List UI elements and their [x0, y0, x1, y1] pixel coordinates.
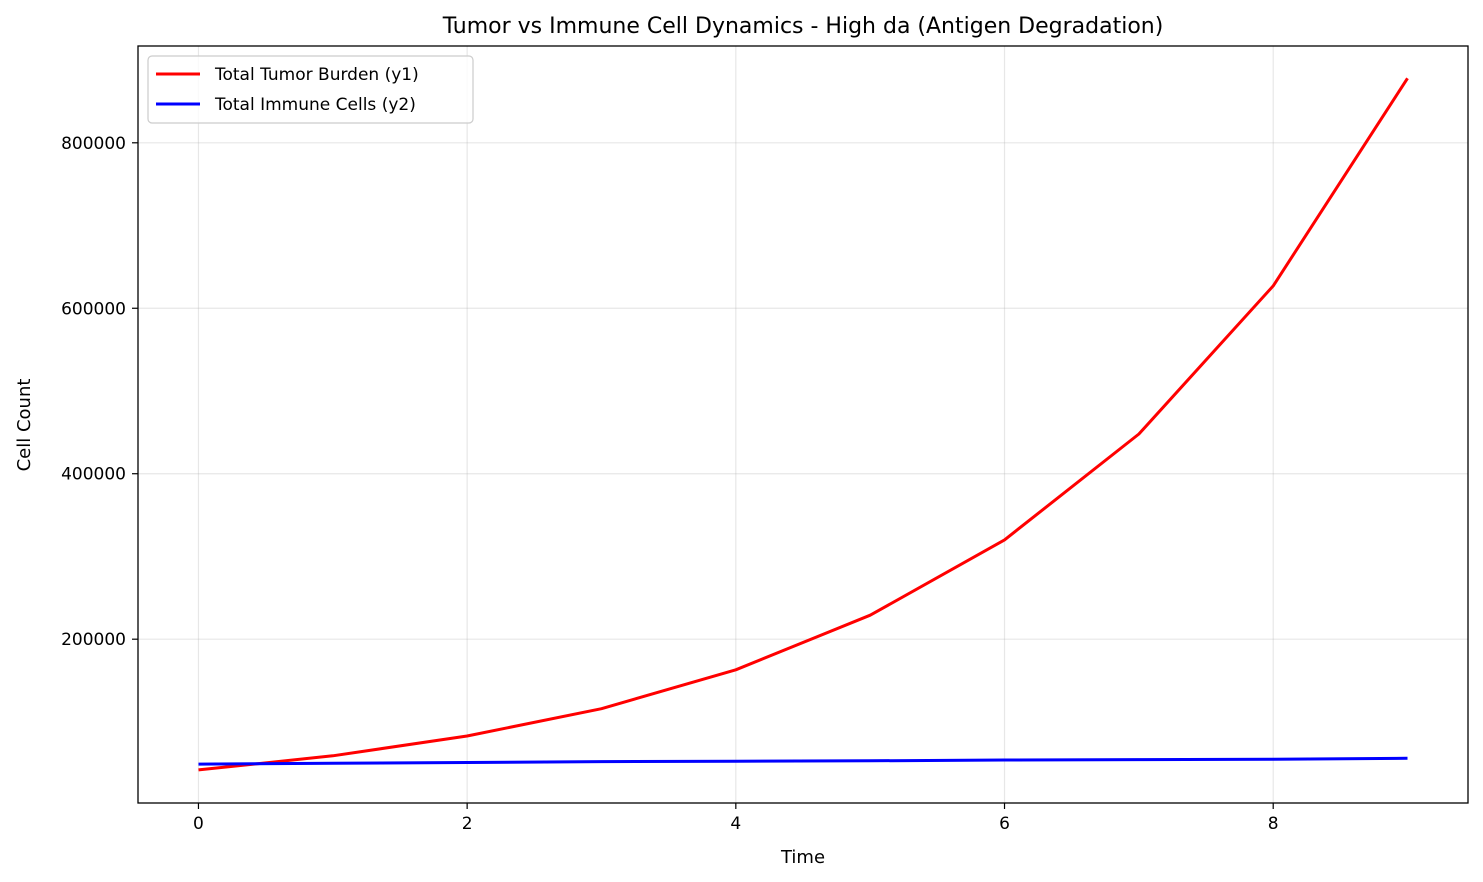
x-tick-label: 2 — [462, 814, 473, 834]
y-tick-label: 600000 — [61, 299, 126, 319]
series-layer — [198, 77, 1409, 772]
x-tick-label: 6 — [999, 814, 1010, 834]
plot-area-frame — [137, 45, 1469, 804]
legend-label-immune: Total Immune Cells (y2) — [214, 95, 416, 115]
chart-title: Tumor vs Immune Cell Dynamics - High da … — [442, 14, 1164, 39]
y-tick-label: 800000 — [61, 134, 126, 154]
grid-layer — [138, 46, 1468, 803]
tumor-burden-line — [198, 77, 1409, 772]
y-tick-label: 200000 — [61, 630, 126, 650]
legend-box — [147, 55, 474, 124]
x-tick-label: 4 — [730, 814, 741, 834]
legend: Total Tumor Burden (y1) Total Immune Cel… — [147, 55, 474, 124]
immune-cells-line — [198, 756, 1408, 766]
x-tick-label: 0 — [193, 814, 204, 834]
legend-label-tumor: Total Tumor Burden (y1) — [214, 65, 419, 85]
x-tick-label: 8 — [1268, 814, 1279, 834]
x-axis-label: Time — [780, 847, 825, 868]
y-tick-label: 400000 — [61, 465, 126, 485]
y-axis-label: Cell Count — [14, 379, 35, 472]
tick-layer: 0 2 4 6 8 200000 400000 600000 800000 — [61, 134, 1279, 834]
